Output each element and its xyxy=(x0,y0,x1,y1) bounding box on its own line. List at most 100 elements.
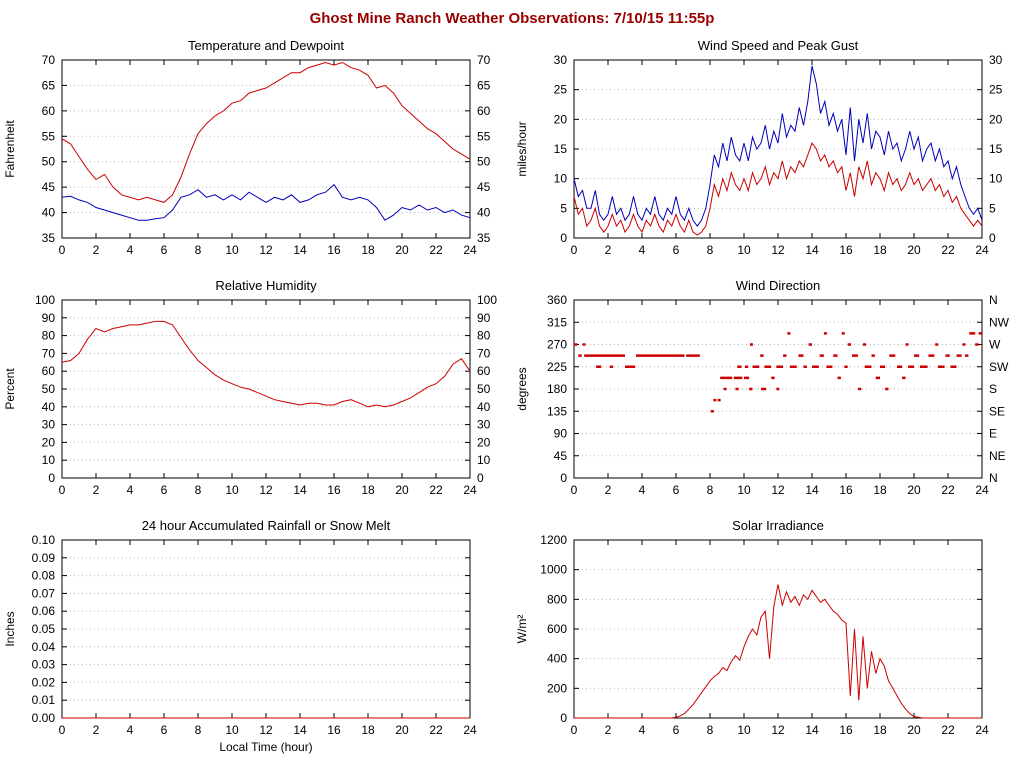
y-tick-label: 800 xyxy=(547,592,567,606)
x-tick-label: 18 xyxy=(361,243,375,257)
direction-mark xyxy=(965,354,969,357)
direction-mark xyxy=(889,354,896,357)
y-tick-label: 360 xyxy=(547,293,567,307)
y-tick-label: 1200 xyxy=(540,533,567,547)
direction-mark xyxy=(871,354,875,357)
x-tick-label: 8 xyxy=(195,723,202,737)
direction-mark xyxy=(686,354,700,357)
x-tick-label: 12 xyxy=(259,243,273,257)
plot-border xyxy=(61,59,471,239)
x-tick-label: 24 xyxy=(975,243,989,257)
x-tick-label: 18 xyxy=(361,723,375,737)
x-tick-label: 20 xyxy=(395,483,409,497)
series-direction xyxy=(574,332,982,413)
x-tick-label: 2 xyxy=(93,723,100,737)
y-tick-label: 0.07 xyxy=(32,586,56,600)
direction-mark xyxy=(812,365,819,368)
x-tick-label: 22 xyxy=(429,483,443,497)
direction-mark xyxy=(914,354,920,357)
direction-mark xyxy=(735,387,739,391)
series-relative-humidity-line xyxy=(61,320,471,408)
x-tick-label: 22 xyxy=(429,723,443,737)
y-tick-label-right: 60 xyxy=(477,104,491,118)
series-temperature-line xyxy=(61,61,471,203)
y-tick-label-right: 40 xyxy=(477,206,491,220)
direction-mark xyxy=(950,365,957,368)
x-tick-label: 24 xyxy=(463,243,477,257)
compass-label: NW xyxy=(989,315,1010,329)
y-tick-label: 55 xyxy=(42,129,56,143)
y-tick-label-right: 15 xyxy=(989,142,1003,156)
y-tick-label: 0 xyxy=(48,471,55,485)
series-dewpoint-line xyxy=(61,183,471,221)
y-tick-label: 0.09 xyxy=(32,551,56,565)
y-tick-label: 60 xyxy=(42,364,56,378)
direction-mark xyxy=(945,354,950,357)
x-tick-label: 0 xyxy=(571,243,578,257)
y-tick-label: 20 xyxy=(42,435,56,449)
x-tick-label: 14 xyxy=(293,723,307,737)
direction-mark xyxy=(578,354,582,357)
y-tick-label: 1000 xyxy=(540,563,567,577)
direction-mark xyxy=(744,365,749,368)
x-tick-label: 10 xyxy=(737,483,751,497)
y-tick-label: 0.06 xyxy=(32,604,56,618)
y-axis-label: degrees xyxy=(515,367,529,410)
chart-svg-rainfall: 24 hour Accumulated Rainfall or Snow Mel… xyxy=(3,518,477,754)
y-axis-label: Fahrenheit xyxy=(3,120,17,178)
y-tick-label-right: 0 xyxy=(477,471,484,485)
x-tick-label: 16 xyxy=(327,243,341,257)
y-tick-label: 180 xyxy=(547,382,567,396)
x-tick-label: 12 xyxy=(259,483,273,497)
x-tick-label: 10 xyxy=(737,243,751,257)
y-tick-label: 0.08 xyxy=(32,569,56,583)
y-tick-label-right: 100 xyxy=(477,293,497,307)
direction-mark xyxy=(760,354,764,357)
direction-mark xyxy=(710,410,714,413)
chart-relative-humidity: Relative Humidity 0 2 4 6 8 10 12 14 16 18 20 22 24 0 0… xyxy=(0,276,512,516)
x-tick-label: 0 xyxy=(59,723,66,737)
x-tick-label: 4 xyxy=(127,723,134,737)
y-tick-label: 0 xyxy=(560,471,567,485)
y-tick-label: 30 xyxy=(42,418,56,432)
direction-mark xyxy=(764,365,772,368)
direction-mark xyxy=(717,398,721,402)
x-tick-label: 10 xyxy=(737,723,751,737)
x-tick-label: 20 xyxy=(907,243,921,257)
direction-mark xyxy=(789,365,797,368)
x-tick-label: 18 xyxy=(873,723,887,737)
direction-mark xyxy=(978,332,982,335)
direction-mark xyxy=(713,398,717,402)
compass-label: S xyxy=(989,382,997,396)
direction-mark xyxy=(885,387,889,391)
x-tick-label: 12 xyxy=(771,483,785,497)
y-tick-label: 0.00 xyxy=(32,711,56,725)
x-tick-label: 24 xyxy=(975,723,989,737)
x-tick-label: 2 xyxy=(93,243,100,257)
x-tick-label: 14 xyxy=(293,243,307,257)
y-tick-label-right: 80 xyxy=(477,329,491,343)
chart-wind-speed-gust: Wind Speed and Peak Gust 0 2 4 6 8 10 12 14 16 18 2… xyxy=(512,36,1024,276)
x-tick-label: 22 xyxy=(429,243,443,257)
direction-mark xyxy=(803,365,807,368)
y-tick-label: 65 xyxy=(42,78,56,92)
direction-mark xyxy=(823,332,827,335)
series-peak-gust-line xyxy=(573,65,983,227)
y-axis-label: W/m² xyxy=(515,615,529,644)
y-tick-label-right: 70 xyxy=(477,53,491,67)
direction-mark xyxy=(749,387,753,391)
x-tick-label: 8 xyxy=(195,243,202,257)
y-tick-label: 0.01 xyxy=(32,693,56,707)
y-tick-label-right: 50 xyxy=(477,382,491,396)
y-tick-label: 15 xyxy=(554,142,568,156)
chart-title: Temperature and Dewpoint xyxy=(188,38,344,53)
x-tick-label: 0 xyxy=(59,483,66,497)
y-tick-label: 90 xyxy=(554,427,568,441)
y-tick-label: 25 xyxy=(554,83,568,97)
direction-mark xyxy=(902,376,906,380)
y-tick-label-right: 40 xyxy=(477,400,491,414)
y-tick-label-right: 10 xyxy=(989,172,1003,186)
y-tick-label: 0 xyxy=(560,231,567,245)
